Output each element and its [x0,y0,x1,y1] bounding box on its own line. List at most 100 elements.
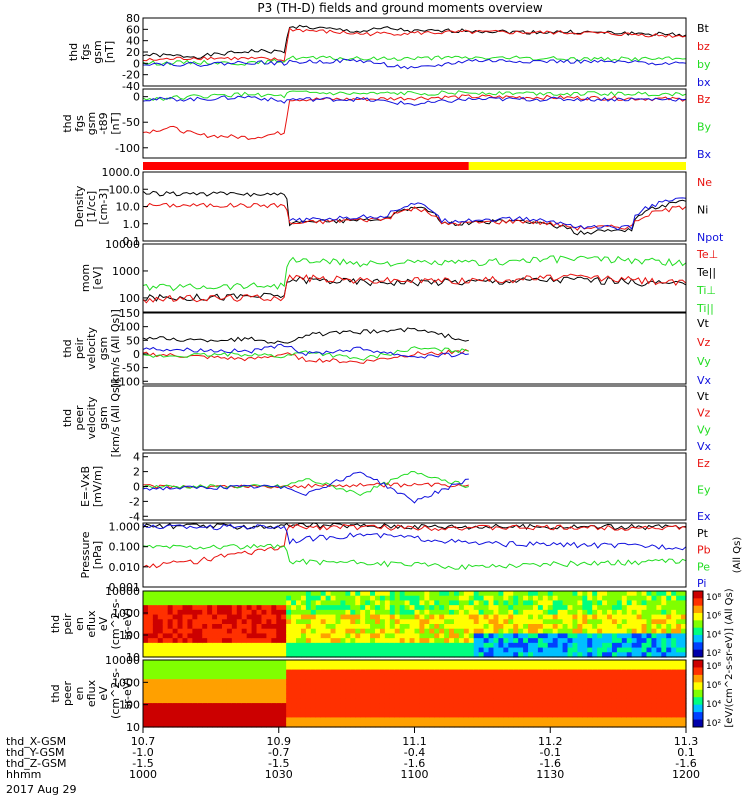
spectrogram-cell [315,698,322,704]
spectrogram-cell [636,619,643,625]
spectrogram-cell [281,712,287,719]
spectrogram-cell [236,619,243,625]
legend-entry: Vz [697,336,711,349]
spectrogram-cell [197,712,203,719]
spectrogram-cell [389,600,396,606]
spectrogram-cell [355,693,361,699]
spectrogram-cell [414,633,421,639]
spectrogram-cell [152,679,159,685]
spectrogram-cell [626,591,633,597]
spectrogram-cell [453,703,460,709]
spectrogram-cell [152,688,159,695]
spectrogram-cell [562,660,569,666]
spectrogram-cell [320,683,327,690]
spectrogram-cell [271,638,277,644]
spectrogram-cell [143,669,149,675]
spectrogram-cell [370,707,376,714]
spectrogram-cell [602,717,608,723]
spectrogram-cell [537,591,544,597]
spectrogram-cell [572,712,578,719]
spectrogram-cell [360,633,366,639]
spectrogram-cell [523,605,529,611]
spectrogram-cell [602,624,608,630]
spectrogram-cell [256,703,263,709]
spectrogram-cell [379,683,386,690]
spectrogram-cell [207,614,213,620]
spectrogram-cell [147,628,154,635]
spectrogram-cell [251,707,258,714]
spectrogram-cell [172,609,179,616]
spectrogram-cell [656,605,662,611]
spectrogram-cell [661,652,667,658]
spectrogram-cell [192,591,198,597]
spectrogram-cell [310,624,317,630]
spectrogram-cell [597,674,603,680]
spectrogram-cell [587,595,593,602]
spectrogram-cell [271,628,277,635]
spectrogram-cell [621,717,628,723]
spectrogram-cell [503,707,509,714]
spectrogram-cell [498,664,504,671]
spectrogram-cell [271,600,277,606]
spectrogram-cell [202,638,208,644]
spectrogram-cell [370,628,376,635]
spectrogram-cell [513,674,519,680]
spectrogram-cell [473,647,480,653]
spectrogram-cell [473,683,480,690]
y-axis-label: gsm [97,337,110,360]
spectrogram-cell [226,647,233,653]
spectrogram-cell [271,595,277,602]
spectrogram-cell [315,693,322,699]
spectrogram-cell [251,642,258,649]
spectrogram-cell [631,638,638,644]
spectrogram-cell [463,638,470,644]
spectrogram-cell [221,722,228,728]
legend-entry: Bt [697,22,710,35]
spectrogram-cell [444,679,450,685]
spectrogram-cell [488,595,495,602]
spectrogram-cell [488,628,495,635]
spectrogram-cell [616,624,623,630]
spectrogram-cell [473,595,480,602]
spectrogram-cell [355,688,361,695]
spectrogram-cell [300,679,307,685]
spectrogram-cell [651,591,657,597]
spectrogram-cell [296,688,302,695]
spectrogram-cell [552,595,559,602]
spectrogram-cell [152,647,159,653]
spectrogram-cell [251,688,258,695]
spectrogram-cell [483,688,490,695]
spectrogram-cell [468,698,475,704]
panel-6: thd peer velocity gsm [km/s (All Qs)] VtVzVyV… [61,379,712,458]
y-tick-label: 60 [126,23,140,36]
spectrogram-cell [478,638,485,644]
spectrogram-cell [404,600,411,606]
spectrogram-cell [528,707,534,714]
spectrogram-cell [611,600,618,606]
spectrogram-cell [631,688,638,695]
spectrogram-cell [246,619,253,625]
spectrogram-cell [508,600,514,606]
spectrogram-cell [394,722,401,728]
spectrogram-cell [542,707,549,714]
spectrogram-cell [182,628,189,635]
spectrogram-cell [147,698,154,704]
spectrogram-cell [547,619,554,625]
spectrogram-cell [458,688,465,695]
spectrogram-cell [528,679,534,685]
spectrogram-cell [330,624,337,630]
y-tick-label: 0 [133,348,140,361]
spectrogram-cell [394,605,401,611]
spectrogram-cell [449,642,455,649]
spectrogram-cell [404,717,411,723]
spectrogram-cell [202,609,208,616]
spectrogram-cell [602,669,608,675]
spectrogram-cell [444,660,450,666]
spectrogram-cell [241,609,248,616]
spectrogram-cell [167,591,174,597]
spectrogram-cell [212,614,218,620]
spectrogram-cell [572,614,578,620]
spectrogram-cell [572,717,578,723]
spectrogram-cell [419,717,425,723]
